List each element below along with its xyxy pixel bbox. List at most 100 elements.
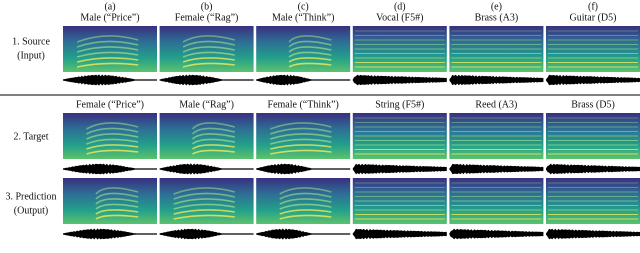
harmonic — [279, 187, 332, 195]
harmonic — [182, 35, 236, 43]
row-label: 3. Prediction — [5, 191, 56, 202]
harmonic — [279, 203, 332, 210]
waveform — [63, 163, 157, 175]
harmonic — [86, 149, 139, 155]
harmonic — [192, 144, 235, 150]
spectrogram — [256, 113, 351, 159]
spectrogram — [159, 178, 254, 224]
waveform — [256, 163, 351, 175]
harmonic — [173, 214, 235, 220]
waveform — [546, 228, 640, 240]
harmonic — [173, 203, 235, 210]
harmonic — [191, 133, 235, 140]
waveform — [63, 228, 157, 240]
harmonic — [76, 51, 139, 58]
row-sublabel: (Input) — [17, 50, 45, 61]
harmonic — [182, 62, 235, 68]
waveform — [256, 228, 351, 240]
harmonic — [76, 62, 139, 68]
spectrogram — [256, 26, 351, 72]
harmonic — [173, 192, 235, 200]
harmonic — [95, 209, 139, 215]
waveform — [352, 228, 447, 240]
harmonic — [173, 187, 236, 195]
harmonic — [270, 122, 332, 130]
harmonic — [86, 138, 139, 145]
column-letter: (f) — [588, 1, 598, 12]
waveform — [256, 74, 351, 86]
harmonic — [182, 51, 235, 58]
column-letter: (b) — [201, 1, 213, 12]
harmonic — [86, 133, 139, 140]
panels: (a)Male (“Price”)Female (“Price”)(b)Fema… — [63, 1, 640, 240]
column-letter: (a) — [104, 1, 115, 12]
harmonic — [76, 57, 139, 63]
harmonic — [288, 46, 332, 53]
harmonic — [270, 149, 332, 155]
harmonic — [270, 133, 332, 140]
harmonic — [95, 214, 139, 220]
waveform — [449, 74, 544, 86]
harmonic — [288, 40, 332, 48]
column-title: Female (“Rag”) — [175, 12, 239, 23]
column-title: Reed (A3) — [475, 99, 517, 110]
waveform — [159, 228, 254, 240]
harmonic — [182, 46, 235, 53]
row-sublabel: (Output) — [14, 205, 48, 216]
harmonic — [279, 192, 332, 200]
row-label: 1. Source — [12, 36, 50, 47]
harmonic — [270, 144, 332, 150]
waveform — [159, 163, 254, 175]
waveform — [449, 228, 544, 240]
waveform — [352, 74, 447, 86]
harmonic — [95, 187, 139, 195]
harmonic — [86, 122, 139, 130]
harmonic — [191, 122, 236, 130]
column-title: Female (“Price”) — [76, 99, 144, 110]
column-title: Brass (D5) — [571, 99, 615, 110]
spectrogram — [159, 26, 254, 72]
column-title: String (F5#) — [375, 99, 424, 110]
harmonic — [270, 127, 332, 135]
harmonic — [288, 51, 332, 58]
column-title: Female (“Think”) — [268, 99, 339, 110]
waveform — [449, 163, 544, 175]
waveform — [63, 74, 157, 86]
harmonic — [288, 62, 332, 68]
spectrogram — [159, 113, 254, 159]
harmonic — [191, 138, 235, 145]
spectrogram — [63, 26, 157, 72]
harmonic — [279, 209, 332, 215]
waveform — [546, 74, 640, 86]
harmonic — [173, 209, 235, 215]
harmonic — [288, 35, 332, 43]
waveform — [352, 163, 447, 175]
harmonic — [279, 198, 332, 205]
harmonic — [191, 127, 235, 135]
harmonic — [182, 40, 235, 48]
harmonic — [192, 149, 235, 155]
column-title: Brass (A3) — [475, 12, 519, 23]
column-title: Vocal (F5#) — [376, 12, 423, 23]
harmonic — [182, 57, 235, 63]
column-letter: (c) — [298, 1, 309, 12]
waveform — [159, 74, 254, 86]
column-title: Male (“Think”) — [272, 12, 334, 23]
waveform — [546, 163, 640, 175]
harmonic — [86, 144, 139, 150]
harmonic — [270, 138, 332, 145]
harmonic — [76, 46, 139, 53]
harmonic — [173, 198, 235, 205]
column-letter: (d) — [394, 1, 406, 12]
spectrogram — [63, 113, 157, 159]
harmonic — [95, 198, 139, 205]
column-title: Male (“Rag”) — [179, 99, 234, 110]
row-label: 2. Target — [13, 131, 48, 142]
harmonic — [95, 192, 139, 200]
column-letter: (e) — [491, 1, 502, 12]
column-title: Male (“Price”) — [80, 12, 139, 23]
harmonic — [95, 203, 139, 210]
harmonic — [288, 57, 332, 63]
harmonic — [279, 214, 332, 220]
